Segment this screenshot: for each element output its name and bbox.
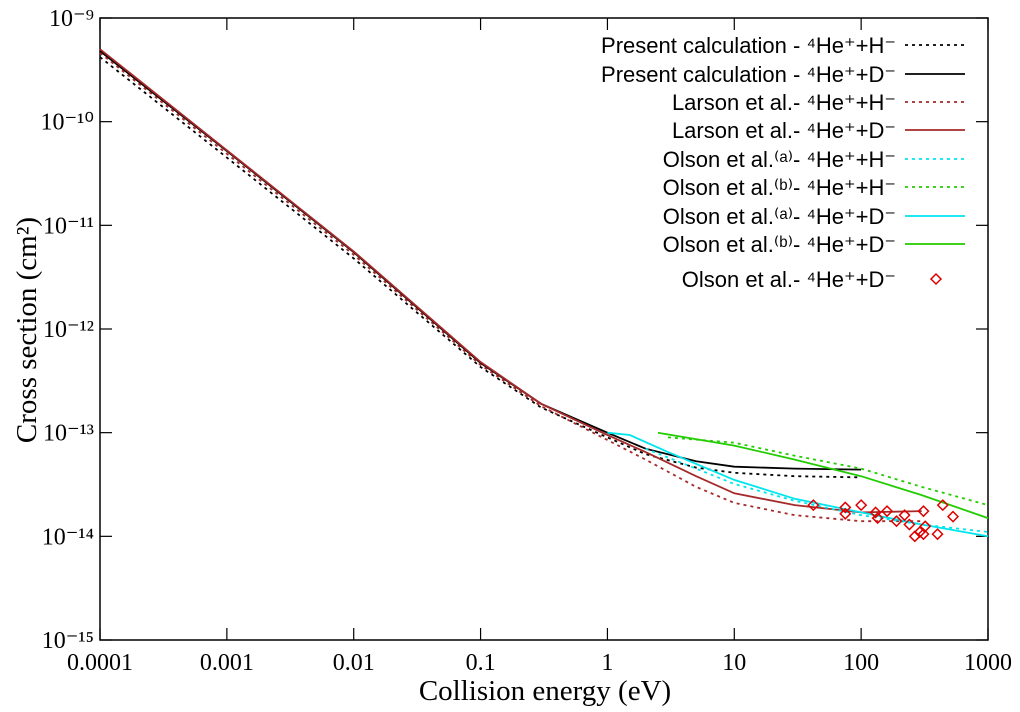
y-axis-label: Cross section (cm²) (11, 217, 43, 443)
x-tick-label: 10 (722, 650, 746, 676)
y-tick-label: 10⁻¹⁰ (41, 110, 94, 136)
data-point (890, 515, 903, 528)
series-line (99, 48, 922, 514)
series-line (99, 52, 922, 523)
x-axis-label: Collision energy (eV) (419, 675, 671, 707)
data-point (871, 512, 884, 525)
series-line (667, 436, 989, 506)
data-point (898, 509, 911, 522)
legend-label: Olson et al.⁽ᵃ⁾- ⁴He⁺+H⁻ (663, 147, 896, 172)
series-line (657, 431, 989, 519)
data-point (917, 528, 930, 541)
legend-label: Present calculation - ⁴He⁺+D⁻ (601, 62, 896, 87)
legend-label: Olson et al.⁽ᵇ⁾- ⁴He⁺+H⁻ (663, 175, 896, 200)
x-tick-label: 0.01 (333, 650, 375, 676)
data-point (880, 505, 894, 518)
legend-marker (929, 272, 943, 286)
data-point (936, 499, 949, 512)
series-line (607, 431, 989, 538)
legend-label: Olson et al.⁽ᵃ⁾- ⁴He⁺+D⁻ (663, 204, 896, 229)
data-point (903, 518, 916, 531)
data-point (931, 528, 944, 541)
data-point (807, 499, 820, 512)
y-tick-label: 10⁻¹² (43, 317, 94, 343)
x-tick-label: 1 (601, 650, 613, 676)
data-point (839, 501, 852, 514)
x-tick-label: 100 (843, 650, 879, 676)
legend-label: Larson et al.- ⁴He⁺+D⁻ (672, 118, 896, 143)
y-tick-label: 10⁻¹³ (43, 421, 94, 447)
legend-label: Present calculation - ⁴He⁺+H⁻ (601, 33, 896, 58)
data-point (919, 520, 932, 533)
x-tick-label: 0.1 (466, 650, 496, 676)
legend-label: Larson et al.- ⁴He⁺+H⁻ (672, 90, 896, 115)
y-tick-label: 10⁻¹⁴ (42, 524, 94, 550)
x-tick-label: 1000 (964, 650, 1012, 676)
data-point (839, 507, 852, 520)
y-tick-label: 10⁻¹⁵ (42, 628, 94, 654)
legend-label: Olson et al.⁽ᵇ⁾- ⁴He⁺+D⁻ (663, 232, 896, 257)
x-tick-label: 0.001 (200, 650, 254, 676)
legend-label: Olson et al.- ⁴He⁺+D⁻ (682, 267, 896, 292)
y-tick-label: 10⁻¹¹ (43, 213, 94, 239)
y-tick-label: 10⁻⁹ (49, 6, 94, 32)
data-point (869, 506, 882, 519)
data-point (946, 510, 960, 523)
data-point (917, 505, 930, 518)
x-tick-label: 0.0001 (67, 650, 133, 676)
data-point (855, 499, 868, 512)
